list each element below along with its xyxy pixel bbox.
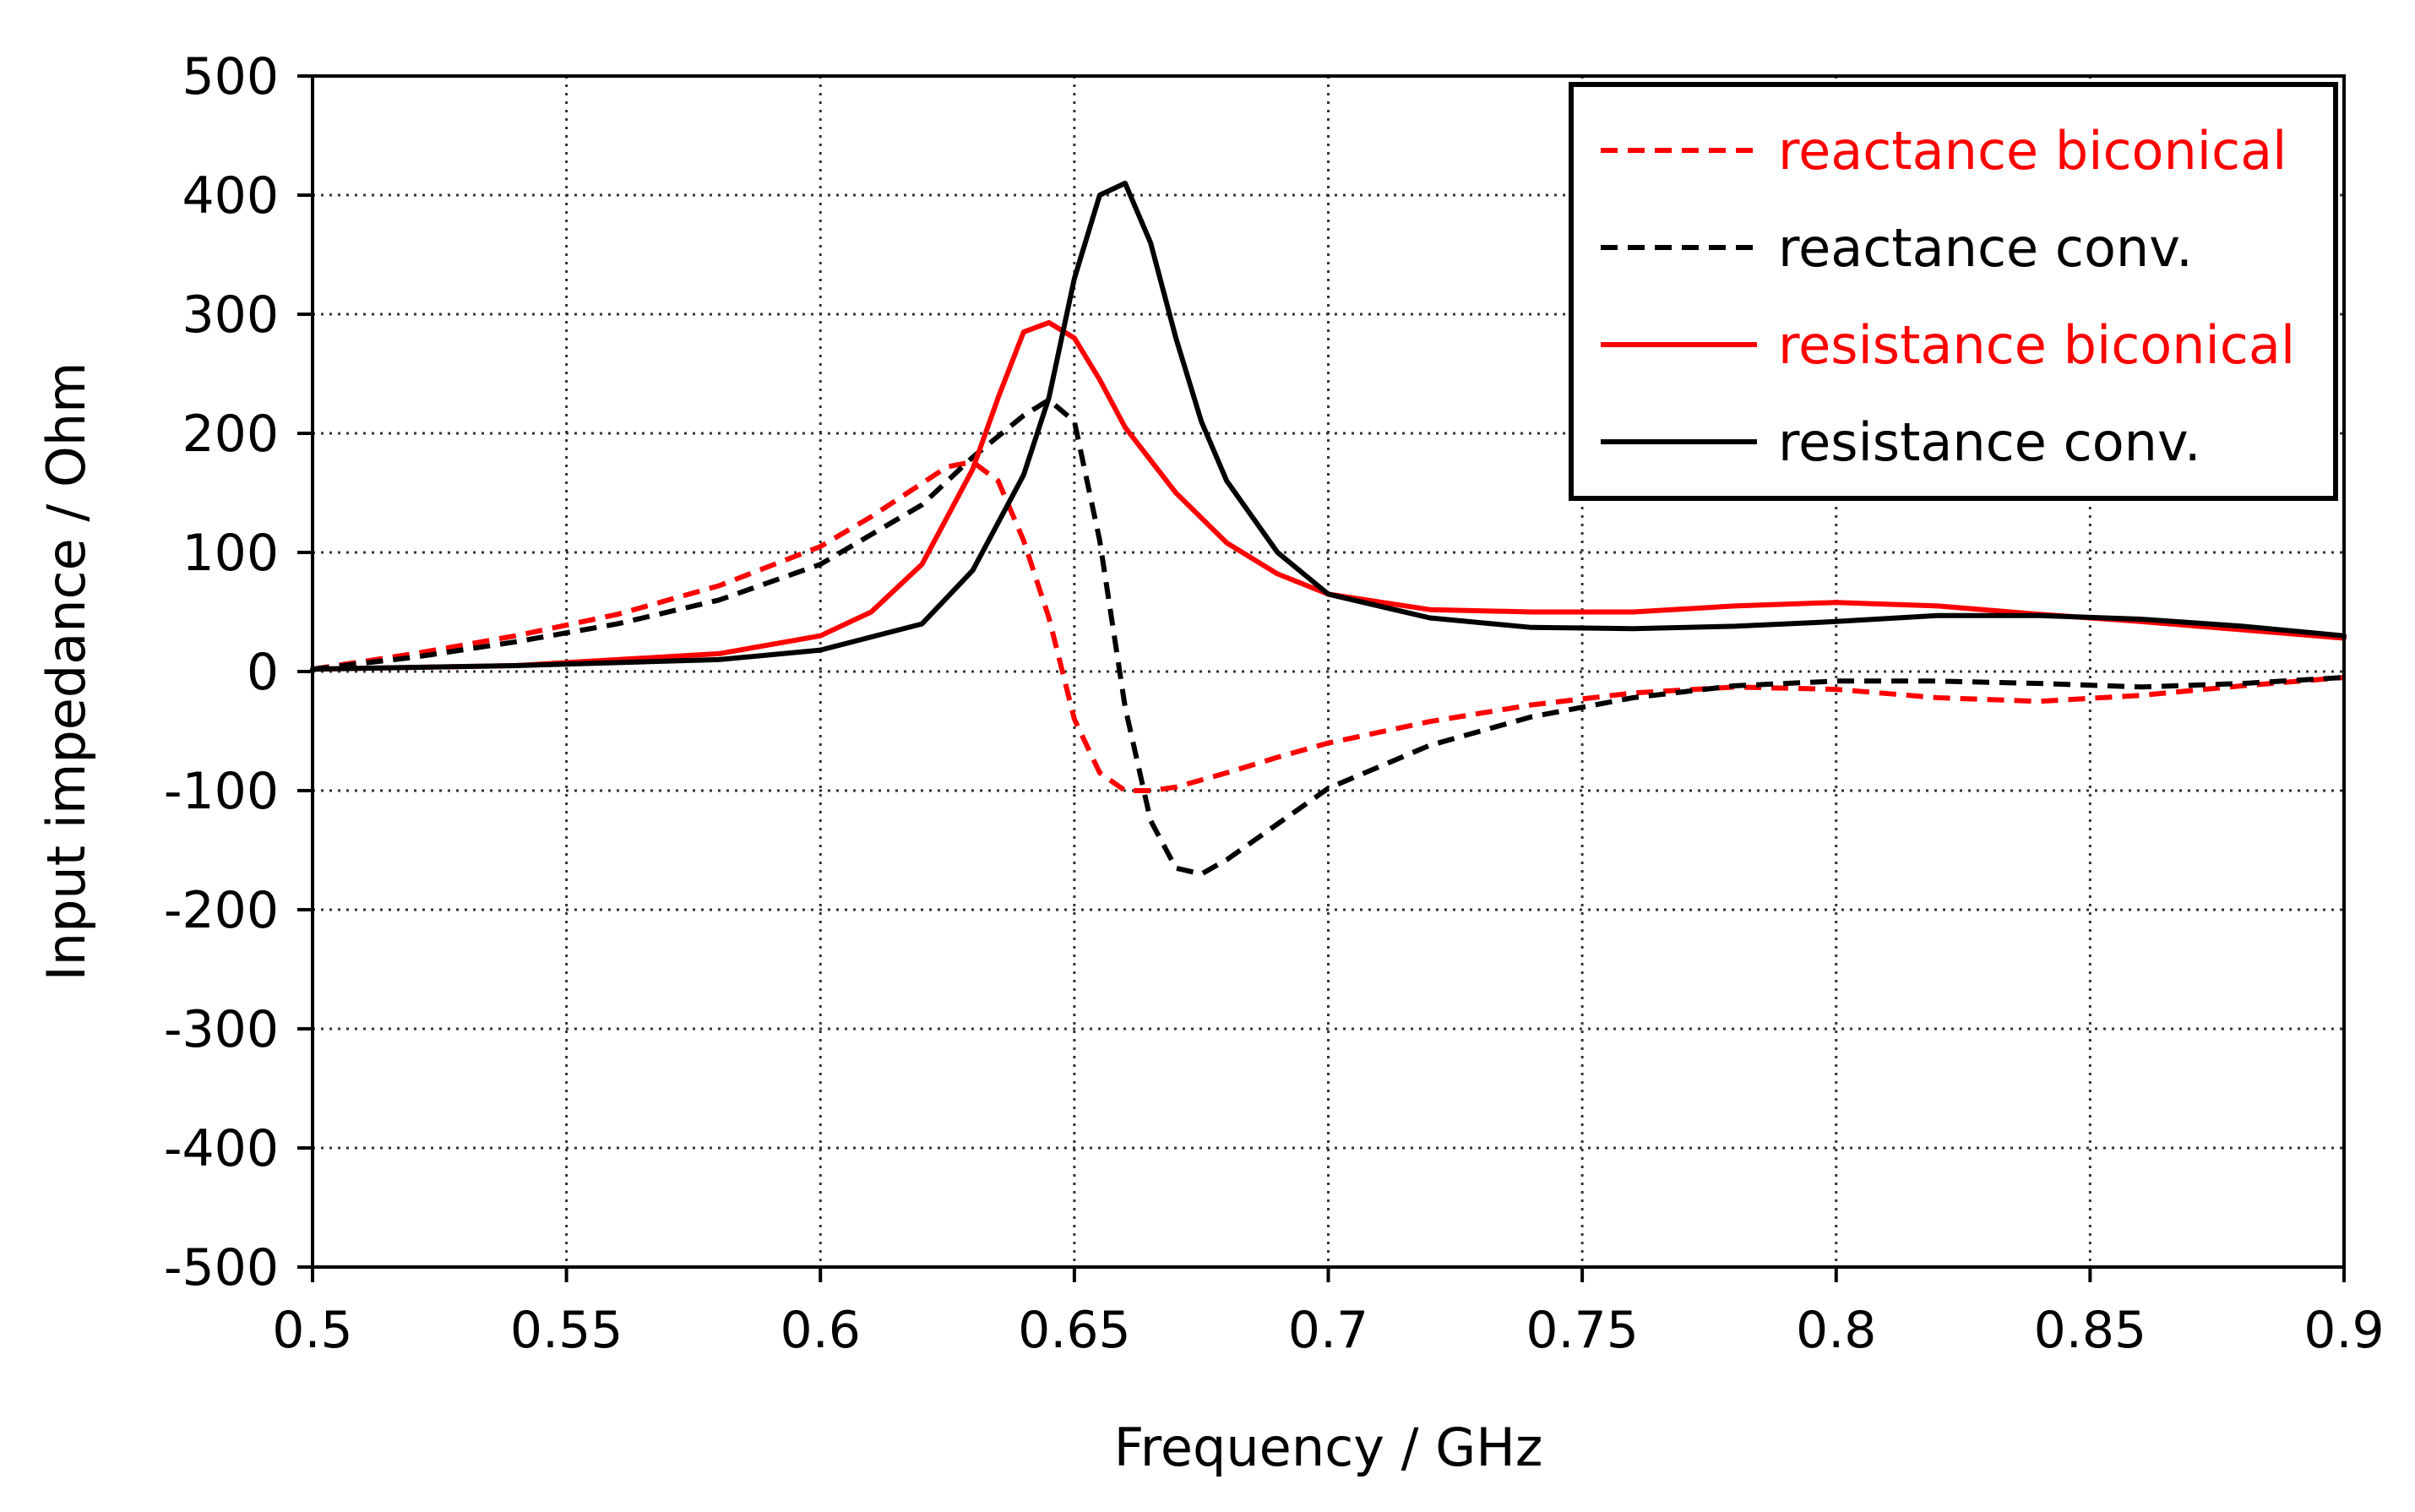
y-tick-label: 400 [182, 166, 279, 226]
y-tick-label: -500 [164, 1238, 279, 1297]
y-tick-label: 500 [182, 47, 279, 106]
x-axis-title: Frequency / GHz [1114, 1417, 1543, 1478]
y-tick-label: 0 [247, 643, 279, 702]
legend: reactance biconical reactance conv. resist… [1569, 82, 2338, 501]
series-line-resistance-conv [310, 180, 2347, 672]
y-tick-labels: 500 400 300 200 100 0 -100 -200 -300 -400 -500 [164, 47, 279, 1297]
y-tick-label: 100 [182, 524, 279, 583]
series-line-reactance-conv [312, 397, 2345, 877]
legend-label: resistance conv. [1778, 411, 2201, 473]
y-axis-title: Input impedance / Ohm [35, 362, 97, 981]
axis-ticks [297, 74, 2346, 1282]
x-tick-label: 0.6 [781, 1301, 861, 1360]
legend-label: reactance conv. [1778, 217, 2193, 279]
series-line-resistance-biconical [310, 319, 2347, 672]
y-tick-label: -100 [164, 762, 279, 821]
y-tick-label: -300 [164, 1000, 279, 1059]
y-tick-label: 200 [182, 405, 279, 464]
x-tick-label: 0.55 [510, 1301, 623, 1360]
legend-label: resistance biconical [1778, 314, 2295, 376]
x-tick-label: 0.9 [2303, 1301, 2384, 1360]
series-line-reactance-biconical [312, 459, 2345, 793]
x-tick-label: 0.5 [272, 1301, 352, 1360]
series-layer [310, 180, 2347, 877]
y-tick-label: 300 [182, 286, 279, 345]
y-tick-label: -200 [164, 881, 279, 940]
x-tick-label: 0.8 [1796, 1301, 1876, 1360]
x-tick-label: 0.75 [1526, 1301, 1639, 1360]
legend-box [1569, 82, 2338, 501]
legend-label: reactance biconical [1778, 120, 2287, 182]
x-tick-label: 0.85 [2034, 1301, 2147, 1360]
x-tick-labels: 0.5 0.55 0.6 0.65 0.7 0.75 0.8 0.85 0.9 [272, 1301, 2384, 1360]
grid-lines [313, 76, 2344, 1267]
x-tick-label: 0.7 [1288, 1301, 1368, 1360]
y-tick-label: -400 [164, 1119, 279, 1178]
x-tick-label: 0.65 [1018, 1301, 1131, 1360]
